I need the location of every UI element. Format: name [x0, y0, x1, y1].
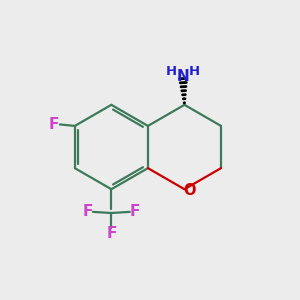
Text: F: F	[130, 204, 140, 219]
Text: H: H	[189, 65, 200, 78]
Text: F: F	[48, 117, 59, 132]
Text: O: O	[184, 183, 196, 198]
Text: H: H	[166, 65, 177, 78]
Text: F: F	[82, 204, 93, 219]
Text: F: F	[106, 226, 116, 241]
Text: N: N	[177, 69, 189, 84]
